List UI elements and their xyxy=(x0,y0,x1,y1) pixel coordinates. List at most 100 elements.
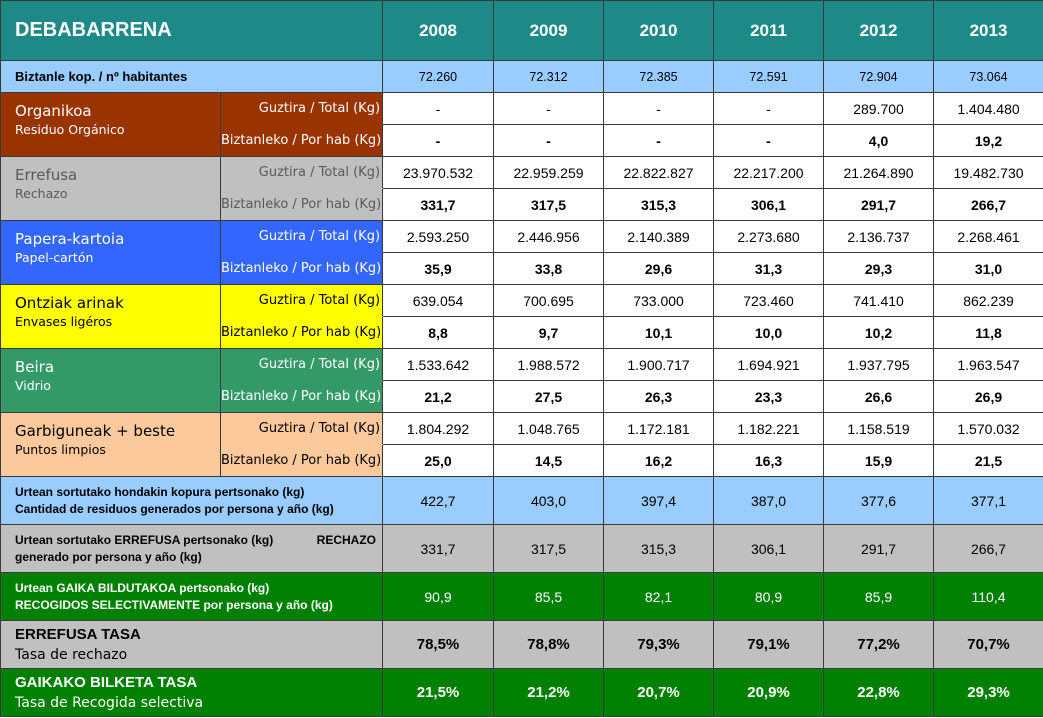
category-subtitle: Papel-cartón xyxy=(15,250,94,265)
category-total-row: Ontziak arinak Envases ligéros Guztira / T… xyxy=(0,284,1043,349)
per-hab-metric-label: Biztanleko / Por hab (Kg) xyxy=(219,124,384,157)
population-label: Biztanle kop. / nº habitantes xyxy=(0,60,384,93)
total-cell: 289.700 xyxy=(823,92,935,125)
total-cell: 1.900.717 xyxy=(603,348,715,381)
per-hab-cell: - xyxy=(493,124,605,157)
rate-title: GAIKAKO BILKETA TASA xyxy=(15,673,198,691)
population-value: 72.591 xyxy=(713,60,825,93)
rate-value: 70,7% xyxy=(933,620,1043,669)
summary-right-label: RECHAZO xyxy=(316,533,377,547)
summary-row: Urtean sortutako hondakin kopura pertson… xyxy=(0,476,1043,525)
summary-value: 317,5 xyxy=(493,524,605,573)
per-hab-cell: 23,3 xyxy=(713,380,825,413)
summary-value: 85,5 xyxy=(493,572,605,621)
rate-value: 20,7% xyxy=(603,668,715,717)
per-hab-cell: 315,3 xyxy=(603,188,715,221)
total-cell: 700.695 xyxy=(493,284,605,317)
per-hab-metric-label: Biztanleko / Por hab (Kg) xyxy=(219,380,384,413)
summary-label: Urtean GAIKA BILDUTAKOA pertsonako (kg) R… xyxy=(0,572,384,621)
rate-row: ERREFUSA TASA Tasa de rechazo 78,5% 78,8% 79… xyxy=(0,620,1043,669)
total-cell: 723.460 xyxy=(713,284,825,317)
year-header: 2008 xyxy=(382,0,495,61)
per-hab-cell: 33,8 xyxy=(493,252,605,285)
total-metric-label: Guztira / Total (Kg) xyxy=(219,348,384,381)
per-hab-cell: 25,0 xyxy=(382,444,495,477)
total-metric-label: Guztira / Total (Kg) xyxy=(219,156,384,189)
total-cell: 1.570.032 xyxy=(933,412,1043,445)
total-cell: 2.593.250 xyxy=(382,220,495,253)
header-row: DEBABARRENA 2008 2009 2010 2011 2012 201… xyxy=(0,0,1043,61)
rate-value: 77,2% xyxy=(823,620,935,669)
per-hab-cell: 291,7 xyxy=(823,188,935,221)
total-metric-label: Guztira / Total (Kg) xyxy=(219,284,384,317)
category-name: Organikoa xyxy=(15,102,92,120)
per-hab-cell: 266,7 xyxy=(933,188,1043,221)
summary-row: Urtean sortutako ERREFUSA pertsonako (kg… xyxy=(0,524,1043,573)
total-cell: 1.048.765 xyxy=(493,412,605,445)
per-hab-cell: 14,5 xyxy=(493,444,605,477)
per-hab-metric-label: Biztanleko / Por hab (Kg) xyxy=(219,252,384,285)
category-total-row: Organikoa Residuo Orgánico Guztira / Total… xyxy=(0,92,1043,157)
summary-value: 291,7 xyxy=(823,524,935,573)
summary-line-1: Urtean sortutako ERREFUSA pertsonako (kg… xyxy=(15,532,274,547)
summary-value: 90,9 xyxy=(382,572,495,621)
per-hab-metric-label: Biztanleko / Por hab (Kg) xyxy=(219,188,384,221)
per-hab-cell: 31,3 xyxy=(713,252,825,285)
summary-value: 80,9 xyxy=(713,572,825,621)
summary-value: 306,1 xyxy=(713,524,825,573)
year-header: 2009 xyxy=(493,0,605,61)
summary-value: 377,1 xyxy=(933,476,1043,525)
summary-value: 397,4 xyxy=(603,476,715,525)
summary-value: 266,7 xyxy=(933,524,1043,573)
summary-value: 110,4 xyxy=(933,572,1043,621)
total-cell: 2.446.956 xyxy=(493,220,605,253)
total-cell: 1.172.181 xyxy=(603,412,715,445)
total-cell: 2.136.737 xyxy=(823,220,935,253)
rate-value: 78,8% xyxy=(493,620,605,669)
summary-value: 315,3 xyxy=(603,524,715,573)
total-cell: 22.217.200 xyxy=(713,156,825,189)
summary-value: 331,7 xyxy=(382,524,495,573)
per-hab-cell: 10,2 xyxy=(823,316,935,349)
rate-subtitle: Tasa de rechazo xyxy=(15,646,128,663)
population-value: 73.064 xyxy=(933,60,1043,93)
per-hab-cell: 16,3 xyxy=(713,444,825,477)
category-perhab-row: Biztanleko / Por hab (Kg) - - - -4,0 19,2 xyxy=(1,124,1043,157)
total-cell: 1.963.547 xyxy=(933,348,1043,381)
year-header: 2013 xyxy=(933,0,1043,61)
per-hab-cell: - xyxy=(713,124,825,157)
total-cell: 1.694.921 xyxy=(713,348,825,381)
total-cell: - xyxy=(713,92,825,125)
total-cell: 2.273.680 xyxy=(713,220,825,253)
population-value: 72.385 xyxy=(603,60,715,93)
year-header: 2010 xyxy=(603,0,715,61)
rate-value: 21,5% xyxy=(382,668,495,717)
category-name: Beira xyxy=(15,358,55,376)
year-header: 2012 xyxy=(823,0,935,61)
rate-value: 29,3% xyxy=(933,668,1043,717)
total-cell: 2.268.461 xyxy=(933,220,1043,253)
per-hab-cell: 11,8 xyxy=(933,316,1043,349)
per-hab-cell: 21,2 xyxy=(382,380,495,413)
summary-label: Urtean sortutako ERREFUSA pertsonako (kg… xyxy=(0,524,384,573)
population-value: 72.312 xyxy=(493,60,605,93)
summary-value: 403,0 xyxy=(493,476,605,525)
rate-value: 22,8% xyxy=(823,668,935,717)
total-cell: 1.533.642 xyxy=(382,348,495,381)
total-cell: - xyxy=(493,92,605,125)
summary-value: 422,7 xyxy=(382,476,495,525)
summary-line-2: generado por persona y año (kg) xyxy=(15,549,202,564)
category-total-row: Errefusa Rechazo Guztira / Total (Kg) 23.97… xyxy=(0,156,1043,221)
category-perhab-row: Biztanleko / Por hab (Kg) 35,9 33,8 29,6 31,… xyxy=(1,252,1043,285)
category-name: Ontziak arinak xyxy=(15,294,124,312)
per-hab-cell: - xyxy=(382,124,495,157)
category-label: Papera-kartoia Papel-cartón xyxy=(0,220,221,285)
total-cell: 862.239 xyxy=(933,284,1043,317)
summary-line-1: Urtean sortutako hondakin kopura pertson… xyxy=(15,484,305,499)
population-value: 72.904 xyxy=(823,60,935,93)
summary-line-1: Urtean GAIKA BILDUTAKOA pertsonako (kg) xyxy=(15,580,270,595)
category-perhab-row: Biztanleko / Por hab (Kg) 25,0 14,5 16,2 16,… xyxy=(1,444,1043,477)
summary-value: 387,0 xyxy=(713,476,825,525)
per-hab-cell: 331,7 xyxy=(382,188,495,221)
